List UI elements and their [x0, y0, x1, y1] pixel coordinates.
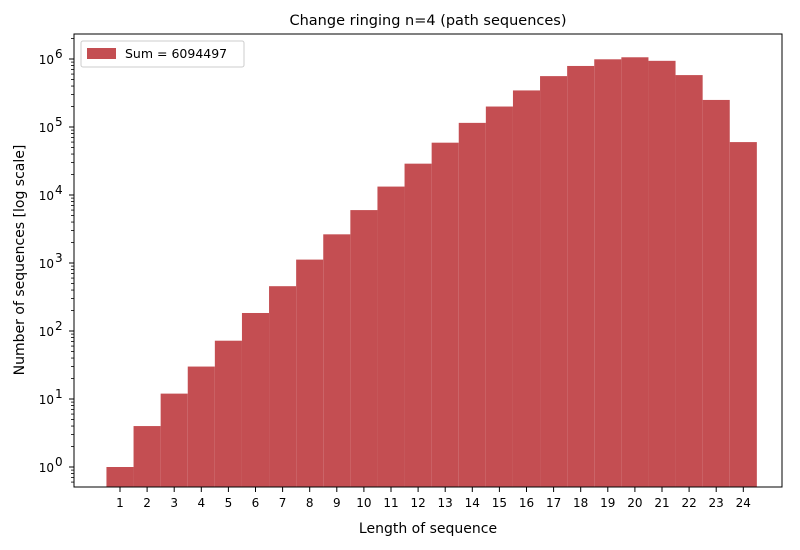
plot-frame: [73, 33, 783, 488]
bar-1: [106, 467, 134, 487]
x-tick-label: 11: [383, 496, 398, 510]
bar-3: [160, 393, 188, 487]
bar-5: [214, 340, 242, 487]
bar-11: [377, 186, 405, 487]
x-tick-label: 20: [627, 496, 642, 510]
y-tick-exponent: 6: [55, 47, 63, 61]
bar-9: [323, 234, 351, 487]
x-tick-label: 16: [519, 496, 534, 510]
bar-10: [350, 210, 378, 487]
bar-20: [621, 57, 649, 487]
y-tick-exponent: 2: [55, 319, 63, 333]
y-tick-label: 10: [39, 121, 54, 135]
y-tick-label: 10: [39, 461, 54, 475]
y-tick-label: 10: [39, 257, 54, 271]
legend: Sum = 6094497: [80, 40, 245, 68]
x-tick-label: 14: [465, 496, 480, 510]
bar-15: [485, 106, 513, 487]
y-axis-title: Number of sequences [log scale]: [12, 145, 28, 376]
x-tick-label: 12: [410, 496, 425, 510]
x-tick-label: 10: [356, 496, 371, 510]
y-tick-label: 10: [39, 325, 54, 339]
chart-title: Change ringing n=4 (path sequences): [289, 13, 566, 29]
y-tick-exponent: 5: [55, 115, 63, 129]
bar-2: [133, 426, 161, 487]
x-tick-label: 23: [709, 496, 724, 510]
x-tick-label: 1: [116, 496, 124, 510]
x-tick-label: 5: [225, 496, 233, 510]
x-axis-ticks: 1 2 3 4 5 6 7 8 9 10 11 12 13 14 15 16 17 18 19 20 21 22 23 24: [116, 487, 751, 510]
bar-19: [594, 59, 622, 488]
bar-24: [729, 142, 757, 487]
bar-18: [567, 65, 595, 488]
x-tick-label: 17: [546, 496, 561, 510]
x-tick-label: 9: [333, 496, 341, 510]
bar-7: [269, 286, 297, 487]
y-tick-label: 10: [39, 393, 54, 407]
legend-swatch: [87, 48, 116, 59]
y-tick-label: 10: [39, 53, 54, 67]
x-tick-label: 6: [252, 496, 260, 510]
bar-23: [702, 99, 730, 487]
legend-box: [80, 40, 245, 68]
bars-group: [106, 57, 757, 488]
y-tick-exponent: 4: [55, 183, 63, 197]
bar-13: [431, 142, 459, 487]
bar-12: [404, 163, 432, 487]
x-tick-label: 7: [279, 496, 287, 510]
y-tick-exponent: 3: [55, 251, 63, 265]
bar-4: [187, 366, 215, 487]
x-tick-label: 13: [438, 496, 453, 510]
y-tick-exponent: 0: [55, 455, 63, 469]
bar-21: [648, 60, 676, 487]
x-tick-label: 2: [143, 496, 151, 510]
x-tick-label: 15: [492, 496, 507, 510]
bar-8: [296, 259, 324, 487]
x-tick-label: 22: [681, 496, 696, 510]
x-tick-label: 24: [736, 496, 751, 510]
x-tick-label: 8: [306, 496, 314, 510]
bar-14: [458, 122, 486, 488]
x-tick-label: 21: [654, 496, 669, 510]
x-tick-label: 4: [197, 496, 205, 510]
bar-16: [512, 90, 541, 488]
x-tick-label: 18: [573, 496, 588, 510]
bar-17: [540, 76, 568, 488]
bar-22: [675, 75, 703, 487]
x-axis-title: Length of sequence: [359, 521, 497, 537]
x-tick-label: 3: [170, 496, 178, 510]
x-tick-label: 19: [600, 496, 615, 510]
y-tick-label: 10: [39, 189, 54, 203]
bar-6: [241, 312, 270, 487]
y-tick-exponent: 1: [55, 387, 63, 401]
legend-label: Sum = 6094497: [125, 46, 227, 61]
